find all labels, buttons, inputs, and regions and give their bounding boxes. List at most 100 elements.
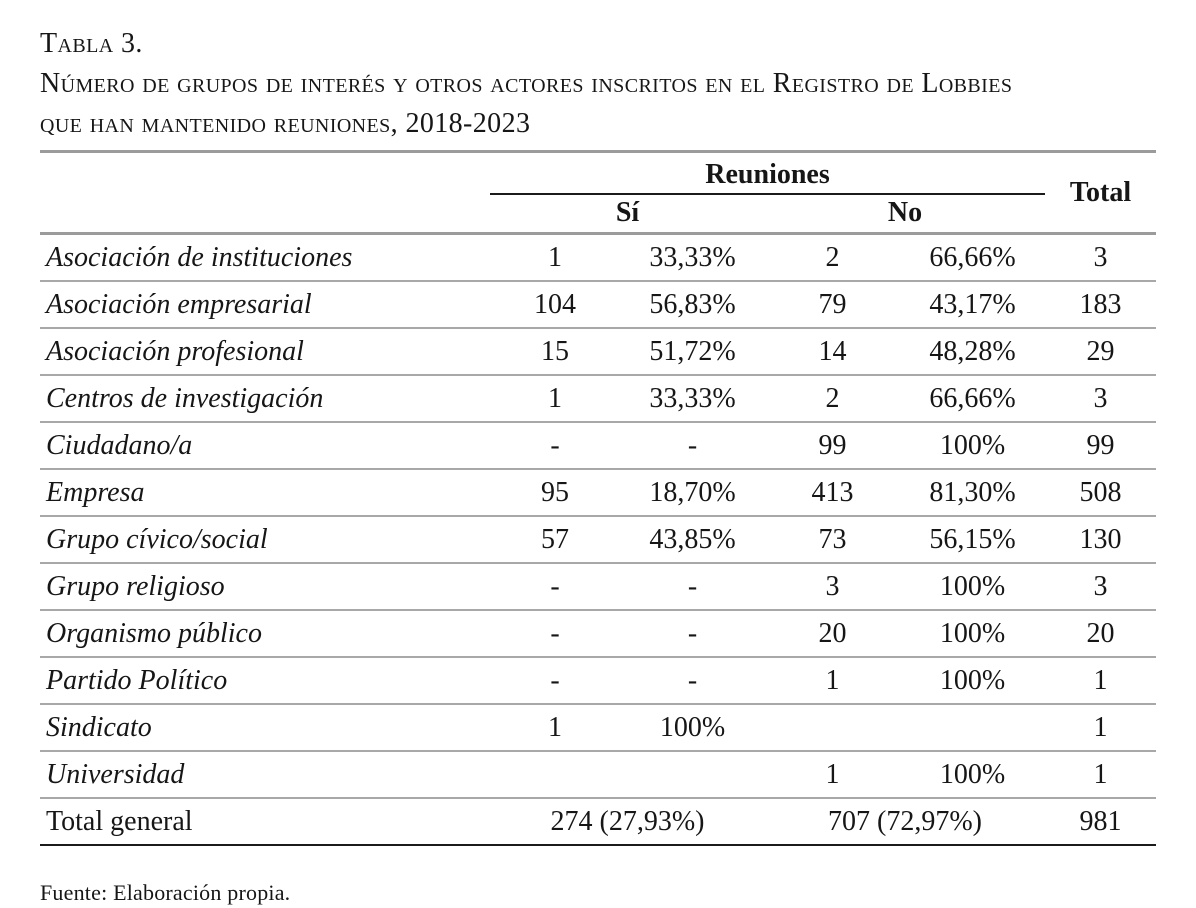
- table-row: Partido Político - - 1 100% 1: [40, 657, 1157, 705]
- cell-no-pct: 81,30%: [900, 469, 1046, 517]
- cell-si-count: 1: [490, 375, 620, 423]
- table-row: Asociación de instituciones 1 33,33% 2 6…: [40, 233, 1157, 282]
- table-row: Centros de investigación 1 33,33% 2 66,6…: [40, 375, 1157, 423]
- table-caption-line1: Número de grupos de interés y otros acto…: [40, 68, 1013, 99]
- cell-no-pct: 48,28%: [900, 328, 1046, 376]
- cell-no-pct: 100%: [900, 422, 1046, 470]
- cell-no-count: 2: [765, 375, 900, 423]
- cell-si-count: 95: [490, 469, 620, 517]
- cell-total: 3: [1045, 233, 1157, 282]
- cell-si-pct: 100%: [620, 704, 765, 752]
- column-header-total: Total: [1069, 176, 1132, 208]
- column-header-si: Sí: [615, 197, 640, 229]
- row-label: Asociación profesional: [40, 328, 490, 376]
- cell-no-count: 14: [765, 328, 900, 376]
- cell-si-pct: 33,33%: [620, 375, 765, 423]
- cell-total: 3: [1045, 375, 1157, 423]
- cell-no-pct: [900, 704, 1046, 752]
- cell-si-count: 1: [490, 704, 620, 752]
- header-row-spanner: Reuniones Total: [40, 151, 1156, 208]
- cell-si-count: -: [490, 422, 620, 470]
- cell-total: 508: [1045, 469, 1157, 517]
- cell-total: 99: [1045, 422, 1157, 470]
- total-row: Total general 274 (27,93%) 707 (72,97%) …: [40, 798, 1157, 846]
- cell-no-count: 79: [765, 281, 900, 329]
- cell-total: 20: [1045, 610, 1157, 658]
- row-label: Partido Político: [40, 657, 490, 705]
- cell-no-count: 73: [765, 516, 900, 564]
- row-label: Grupo cívico/social: [40, 516, 490, 564]
- table-row: Asociación profesional 15 51,72% 14 48,2…: [40, 328, 1157, 376]
- total-cell-total: 981: [1045, 798, 1157, 846]
- row-label: Universidad: [40, 751, 490, 799]
- cell-si-pct: -: [620, 563, 765, 611]
- cell-si-count: 57: [490, 516, 620, 564]
- cell-no-count: 20: [765, 610, 900, 658]
- cell-total: 3: [1045, 563, 1157, 611]
- header-spacer: [40, 152, 490, 194]
- total-row-label: Total general: [40, 798, 490, 846]
- table-row: Grupo religioso - - 3 100% 3: [40, 563, 1157, 611]
- header-spacer: [40, 194, 490, 234]
- cell-si-count: 15: [490, 328, 620, 376]
- row-label: Centros de investigación: [40, 375, 490, 423]
- cell-total: 29: [1045, 328, 1157, 376]
- cell-si-count: 104: [490, 281, 620, 329]
- table-row: Organismo público - - 20 100% 20: [40, 610, 1157, 658]
- table-body: Asociación de instituciones 1 33,33% 2 6…: [40, 233, 1157, 846]
- table-row: Empresa 95 18,70% 413 81,30% 508: [40, 469, 1157, 517]
- cell-no-pct: 43,17%: [900, 281, 1046, 329]
- cell-si-pct: 43,85%: [620, 516, 765, 564]
- cell-total: 1: [1045, 657, 1157, 705]
- row-label: Grupo religioso: [40, 563, 490, 611]
- row-label: Ciudadano/a: [40, 422, 490, 470]
- cell-total: 1: [1045, 704, 1157, 752]
- row-label: Sindicato: [40, 704, 490, 752]
- cell-no-count: 3: [765, 563, 900, 611]
- cell-si-pct: 18,70%: [620, 469, 765, 517]
- cell-total: 130: [1045, 516, 1157, 564]
- cell-si-count: -: [490, 563, 620, 611]
- cell-si-count: -: [490, 610, 620, 658]
- cell-si-pct: -: [620, 657, 765, 705]
- cell-no-pct: 100%: [900, 657, 1046, 705]
- table-caption-line2: que han mantenido reuniones, 2018-2023: [40, 108, 531, 139]
- total-cell-si: 274 (27,93%): [490, 798, 765, 846]
- cell-no-count: 99: [765, 422, 900, 470]
- header-row-sub: Sí No: [40, 194, 1156, 234]
- cell-no-pct: 66,66%: [900, 233, 1046, 282]
- cell-no-pct: 100%: [900, 610, 1046, 658]
- source-note: Fuente: Elaboración propia.: [40, 880, 291, 905]
- cell-si-pct: -: [620, 422, 765, 470]
- cell-si-pct: 56,83%: [620, 281, 765, 329]
- table-caption-number: Tabla 3.: [40, 28, 143, 59]
- table-row: Sindicato 1 100% 1: [40, 704, 1157, 752]
- table-header: Reuniones Total Sí No: [40, 151, 1157, 234]
- row-label: Empresa: [40, 469, 490, 517]
- cell-si-count: 1: [490, 233, 620, 282]
- cell-no-pct: 56,15%: [900, 516, 1046, 564]
- cell-no-count: [765, 704, 900, 752]
- cell-no-count: 413: [765, 469, 900, 517]
- table-row: Ciudadano/a - - 99 100% 99: [40, 422, 1157, 470]
- cell-no-count: 2: [765, 233, 900, 282]
- row-label: Organismo público: [40, 610, 490, 658]
- table-row: Universidad 1 100% 1: [40, 751, 1157, 799]
- cell-no-count: 1: [765, 751, 900, 799]
- cell-no-pct: 100%: [900, 751, 1046, 799]
- cell-si-pct: 33,33%: [620, 233, 765, 282]
- cell-no-pct: 66,66%: [900, 375, 1046, 423]
- table-row: Grupo cívico/social 57 43,85% 73 56,15% …: [40, 516, 1157, 564]
- cell-no-pct: 100%: [900, 563, 1046, 611]
- data-table: Reuniones Total Sí No Asociación de inst…: [40, 150, 1157, 846]
- cell-total: 1: [1045, 751, 1157, 799]
- cell-si-pct: -: [620, 610, 765, 658]
- cell-si-count: [490, 751, 620, 799]
- row-label: Asociación de instituciones: [40, 233, 490, 282]
- cell-no-count: 1: [765, 657, 900, 705]
- column-header-reuniones: Reuniones: [490, 151, 1046, 195]
- column-header-no: No: [887, 197, 923, 229]
- cell-si-pct: 51,72%: [620, 328, 765, 376]
- total-cell-no: 707 (72,97%): [765, 798, 1046, 846]
